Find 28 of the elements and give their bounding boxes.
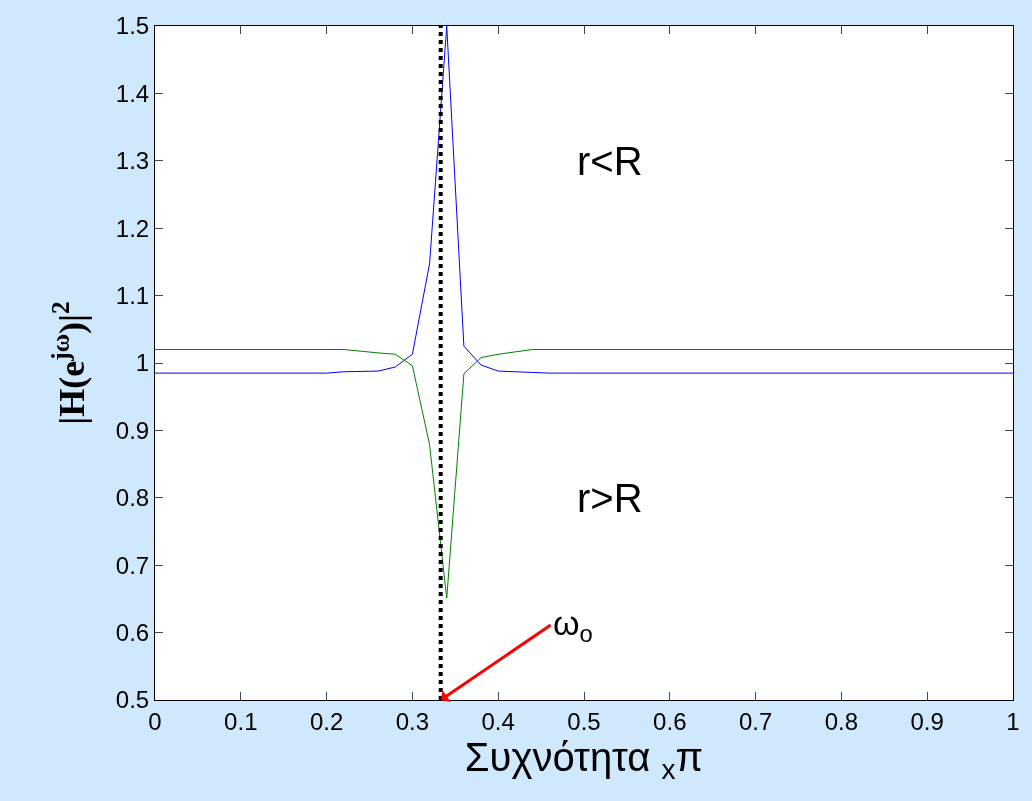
- x-tick-label: 0: [148, 707, 162, 735]
- y-tick-label: 1.5: [115, 12, 150, 40]
- y-tick-label: 1.4: [115, 79, 150, 107]
- line-series: [155, 26, 1013, 374]
- y-tick-label: 0.5: [115, 686, 150, 714]
- x-tick-label: 0.5: [567, 707, 601, 735]
- x-tick-label: 0.2: [309, 707, 344, 735]
- x-tick-label: 0.6: [653, 707, 687, 735]
- x-tick-label: 0.8: [824, 707, 859, 735]
- y-tick-label: 1.2: [115, 214, 150, 242]
- y-tick-label: 1.1: [115, 282, 150, 309]
- y-tick-label: 1.3: [115, 147, 150, 175]
- y-tick-label: 0.7: [115, 551, 150, 579]
- line-series: [155, 349, 1013, 599]
- x-axis-title: Συχνότητα $_{x}$π: [464, 734, 704, 786]
- y-tick-label: 0.9: [115, 416, 150, 444]
- x-tick-label: 0.4: [481, 707, 515, 735]
- y-tick-label: 1: [135, 349, 150, 377]
- x-tick-label: 1: [1006, 707, 1020, 735]
- y-tick-label: 0.8: [115, 484, 150, 512]
- x-tick-label: 0.1: [224, 707, 258, 735]
- x-tick-label: 0.9: [910, 707, 944, 735]
- y-tick-label: 0.6: [115, 619, 150, 646]
- annotation: ω$_{o}$: [553, 604, 593, 648]
- x-tick-label: 0.3: [395, 707, 430, 735]
- x-tick-label: 0.7: [738, 707, 773, 735]
- annotation: r>R: [577, 476, 643, 520]
- annotation: r<R: [577, 139, 643, 183]
